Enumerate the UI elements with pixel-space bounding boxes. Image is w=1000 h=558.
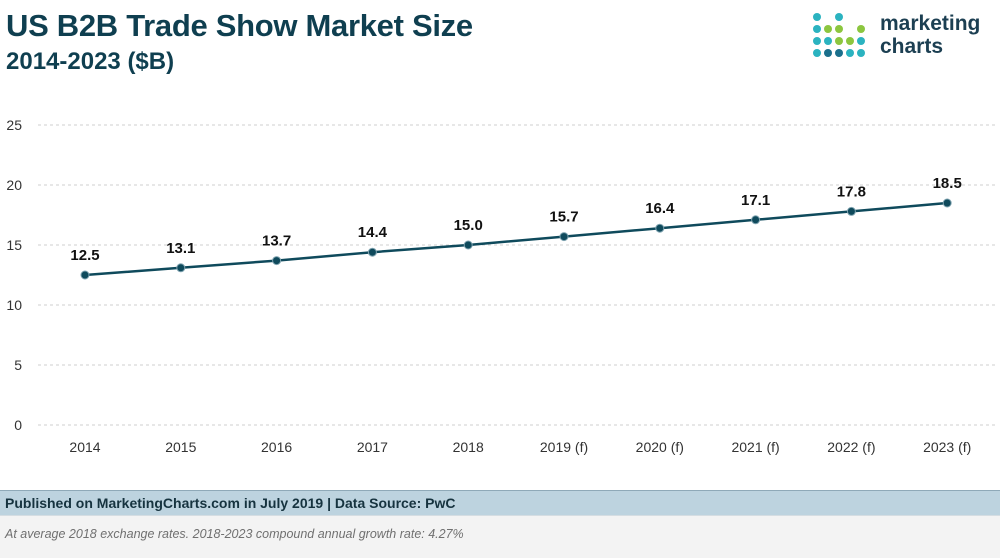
data-label: 12.5 [70,247,99,264]
x-tick-label: 2022 (f) [827,439,875,455]
data-point [463,240,473,250]
x-tick-label: 2021 (f) [731,439,779,455]
data-label: 17.1 [741,192,770,209]
x-tick-label: 2016 [261,439,292,455]
logo-text-line2: charts [880,35,944,58]
series-line [84,201,948,277]
data-point [176,263,186,273]
source-bar: Published on MarketingCharts.com in July… [0,490,1000,515]
line-chart: 0 5 10 15 20 25 2014 2015 2016 2017 2018 2019 (f) 20… [6,117,995,455]
data-label: 16.4 [645,200,675,217]
logo-dot [813,25,821,33]
data-point [80,270,90,280]
y-tick-label: 20 [6,177,22,193]
marketingcharts-logo[interactable]: marketing charts [812,12,992,62]
note-bar: At average 2018 exchange rates. 2018-202… [0,515,1000,558]
x-tick-label: 2014 [69,439,100,455]
chart-title: US B2B Trade Show Market Size [6,8,473,43]
logo-dot [846,37,854,45]
x-tick-label: 2015 [165,439,196,455]
data-point [367,247,377,257]
data-label: 18.5 [933,175,962,192]
data-point [272,256,282,266]
logo-dots-icon [813,13,865,57]
logo-dot [813,37,821,45]
x-tick-label: 2018 [453,439,484,455]
y-tick-label: 0 [14,417,22,433]
y-tick-label: 10 [6,297,22,313]
data-point [942,198,952,208]
logo-dot [835,25,843,33]
data-label: 13.1 [166,240,195,257]
logo-dot [835,49,843,57]
logo-dot [857,49,865,57]
x-tick-label: 2019 (f) [540,439,588,455]
y-tick-label: 15 [6,237,22,253]
data-label: 14.4 [358,224,388,241]
logo-dot [824,49,832,57]
y-tick-label: 25 [6,117,22,133]
logo-dot [857,25,865,33]
data-point [559,232,569,242]
data-label: 15.0 [454,217,483,234]
x-tick-label: 2023 (f) [923,439,971,455]
logo-text-line1: marketing [880,12,981,35]
x-tick-label: 2017 [357,439,388,455]
data-point [751,215,761,225]
data-point [846,206,856,216]
logo-dot [824,37,832,45]
data-label: 17.8 [837,183,866,200]
logo-dot [835,13,843,21]
logo-text: marketing charts [880,12,980,58]
logo-dot [824,25,832,33]
logo-dot [813,13,821,21]
source-text: Published on MarketingCharts.com in July… [5,495,456,511]
logo-dot [846,49,854,57]
chart-subtitle: 2014-2023 ($B) [6,48,175,75]
y-tick-label: 5 [14,357,22,373]
note-text: At average 2018 exchange rates. 2018-202… [5,527,464,541]
data-point [655,223,665,233]
logo-dot [835,37,843,45]
data-label: 15.7 [549,209,578,226]
logo-dot [857,37,865,45]
x-tick-label: 2020 (f) [636,439,684,455]
data-label: 13.7 [262,233,291,250]
logo-dot [813,49,821,57]
